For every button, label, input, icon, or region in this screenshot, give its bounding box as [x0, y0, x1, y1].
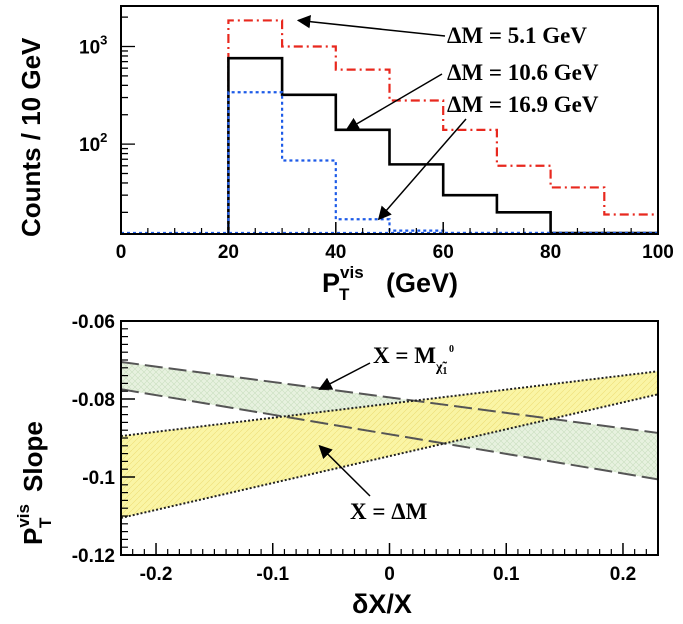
histogram-annotation-label: ΔM = 16.9 GeV	[447, 92, 599, 117]
histogram-x-tick-label: 100	[642, 242, 674, 263]
histogram-x-tick-label: 0	[116, 242, 127, 263]
histogram-series-1	[227, 19, 658, 233]
slope-x-tick-label: 0.2	[610, 564, 636, 585]
histogram-annotation-arrow	[377, 118, 467, 221]
histogram-x-tick-label: 80	[540, 242, 561, 263]
slope-y-tick-label: -0.06	[72, 312, 115, 333]
histogram-x-axis-title-sub: T	[339, 285, 350, 304]
histogram-x-tick-label: 60	[433, 242, 454, 263]
histogram-panel: 0 20 40 60 80 100 103 102 ΔM = 5.1 GeV ΔM = 10.…	[16, 5, 674, 304]
slope-panel: -0.2 -0.1 0 0.1 0.2 -0.06 -0.08 -0.1 -0.12 X = …	[14, 312, 659, 619]
slope-x-axis-title: δX/X	[352, 589, 412, 619]
slope-annotation-label: X = ΔM	[350, 499, 428, 524]
slope-y-axis-title-sup: vis	[14, 504, 33, 528]
slope-x-tick-label: -0.2	[140, 564, 173, 585]
svg-text:Pvis: Pvis	[14, 504, 48, 545]
histogram-series-group	[121, 19, 658, 235]
slope-x-tick-label: -0.1	[256, 564, 289, 585]
histogram-annotation-arrow	[296, 14, 446, 37]
histogram-annotation-arrow	[345, 73, 443, 131]
slope-band-neutralino-upper-edge	[120, 360, 659, 434]
histogram-x-ticks: 0 20 40 60 80 100	[116, 222, 674, 263]
histogram-x-tick-label: 40	[325, 242, 346, 263]
histogram-annotation-label: ΔM = 5.1 GeV	[447, 23, 587, 48]
histogram-y-tick-label: 102	[79, 130, 107, 156]
slope-y-tick-label: -0.1	[82, 468, 115, 489]
slope-band-neutralino-lower-edge	[120, 388, 659, 481]
slope-bands-group	[120, 360, 659, 519]
slope-annotation-sup: 0	[449, 344, 454, 355]
slope-annotations: X = Mχ̃10 X = ΔM	[318, 343, 454, 524]
slope-x-ticks: -0.2 -0.1 0 0.1 0.2	[132, 543, 647, 585]
slope-y-tick-label: -0.08	[72, 390, 115, 411]
slope-y-ticks: -0.06 -0.08 -0.1 -0.12	[72, 312, 135, 567]
slope-y-axis-title-word: Slope	[18, 421, 48, 492]
histogram-y-tick-label: 103	[79, 33, 107, 59]
slope-band-deltaM	[121, 371, 658, 518]
histogram-y-axis-title: Counts / 10 GeV	[16, 37, 46, 237]
slope-annotation-arrow	[318, 444, 371, 497]
histogram-x-tick-label: 20	[218, 242, 239, 263]
slope-y-axis-title: Pvis T Slope	[14, 421, 55, 545]
slope-annotation-arrow	[318, 362, 371, 390]
histogram-x-axis-title-unit: (GeV)	[386, 268, 458, 298]
histogram-x-axis-title-sup: vis	[340, 263, 364, 282]
slope-annotation-label: X = Mχ̃1	[373, 343, 447, 377]
slope-y-axis-title-main: P	[18, 528, 48, 545]
histogram-x-axis-title-main: P	[322, 268, 340, 298]
slope-y-axis-title-sub: T	[36, 517, 55, 528]
slope-x-tick-label: 0	[384, 564, 395, 585]
histogram-annotations: ΔM = 5.1 GeV ΔM = 10.6 GeV ΔM = 16.9 GeV	[296, 14, 599, 221]
slope-y-tick-label: -0.12	[72, 546, 115, 567]
histogram-y-ticks: 103 102	[79, 16, 135, 213]
slope-x-tick-label: 0.1	[493, 564, 520, 585]
histogram-annotation-label: ΔM = 10.6 GeV	[447, 60, 599, 85]
histogram-x-axis-title: Pvis	[322, 263, 364, 298]
